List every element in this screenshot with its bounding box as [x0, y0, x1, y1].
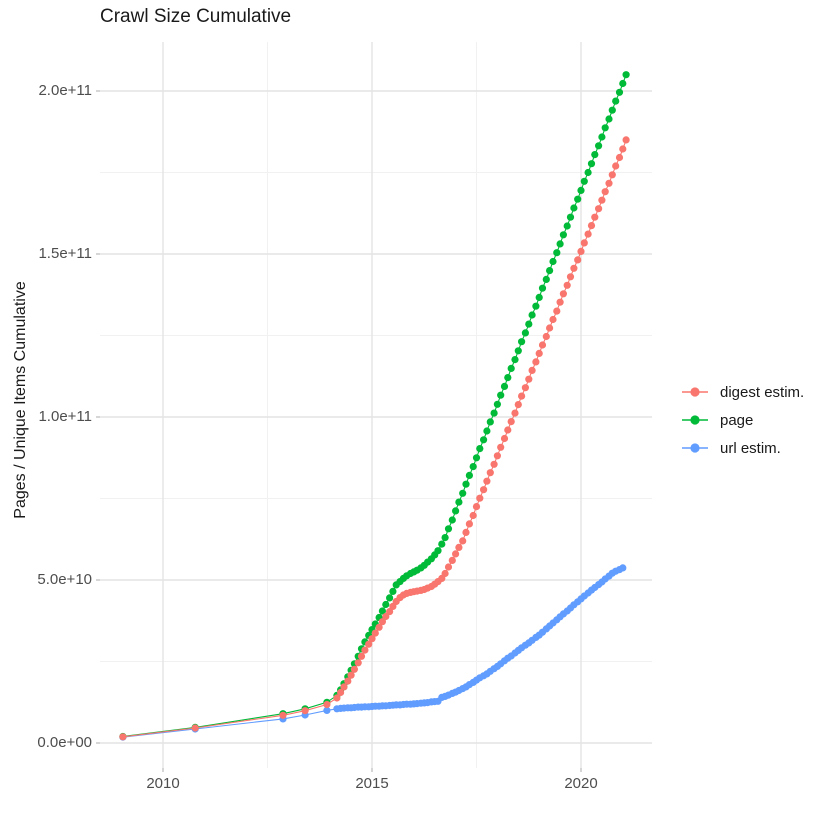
legend-item-page: page [681, 411, 804, 429]
x-tick-label: 2010 [146, 775, 180, 792]
legend-item-url-estim: url estim. [681, 439, 804, 457]
y-tick-label: 0.0e+00 [37, 734, 92, 751]
legend-key-page-icon [682, 415, 708, 425]
legend-key-url-icon [682, 443, 708, 453]
x-tick-label: 2015 [355, 775, 389, 792]
y-tick-label: 1.5e+11 [38, 245, 92, 262]
legend-label: digest estim. [720, 383, 805, 401]
legend-label: page [720, 411, 754, 429]
legend: digest estim. page url estim. [681, 383, 804, 457]
chart-title: Crawl Size Cumulative [100, 6, 292, 27]
y-tick-label: 5.0e+10 [37, 571, 92, 588]
legend-label: url estim. [720, 439, 781, 457]
legend-item-digest-estim: digest estim. [681, 383, 804, 401]
legend-key-digest-icon [682, 387, 708, 397]
x-tick-label: 2020 [564, 775, 598, 792]
y-tick-label: 2.0e+11 [38, 82, 92, 99]
y-axis-title: Pages / Unique Items Cumulative [12, 281, 29, 519]
y-tick-label: 1.0e+11 [38, 408, 92, 425]
